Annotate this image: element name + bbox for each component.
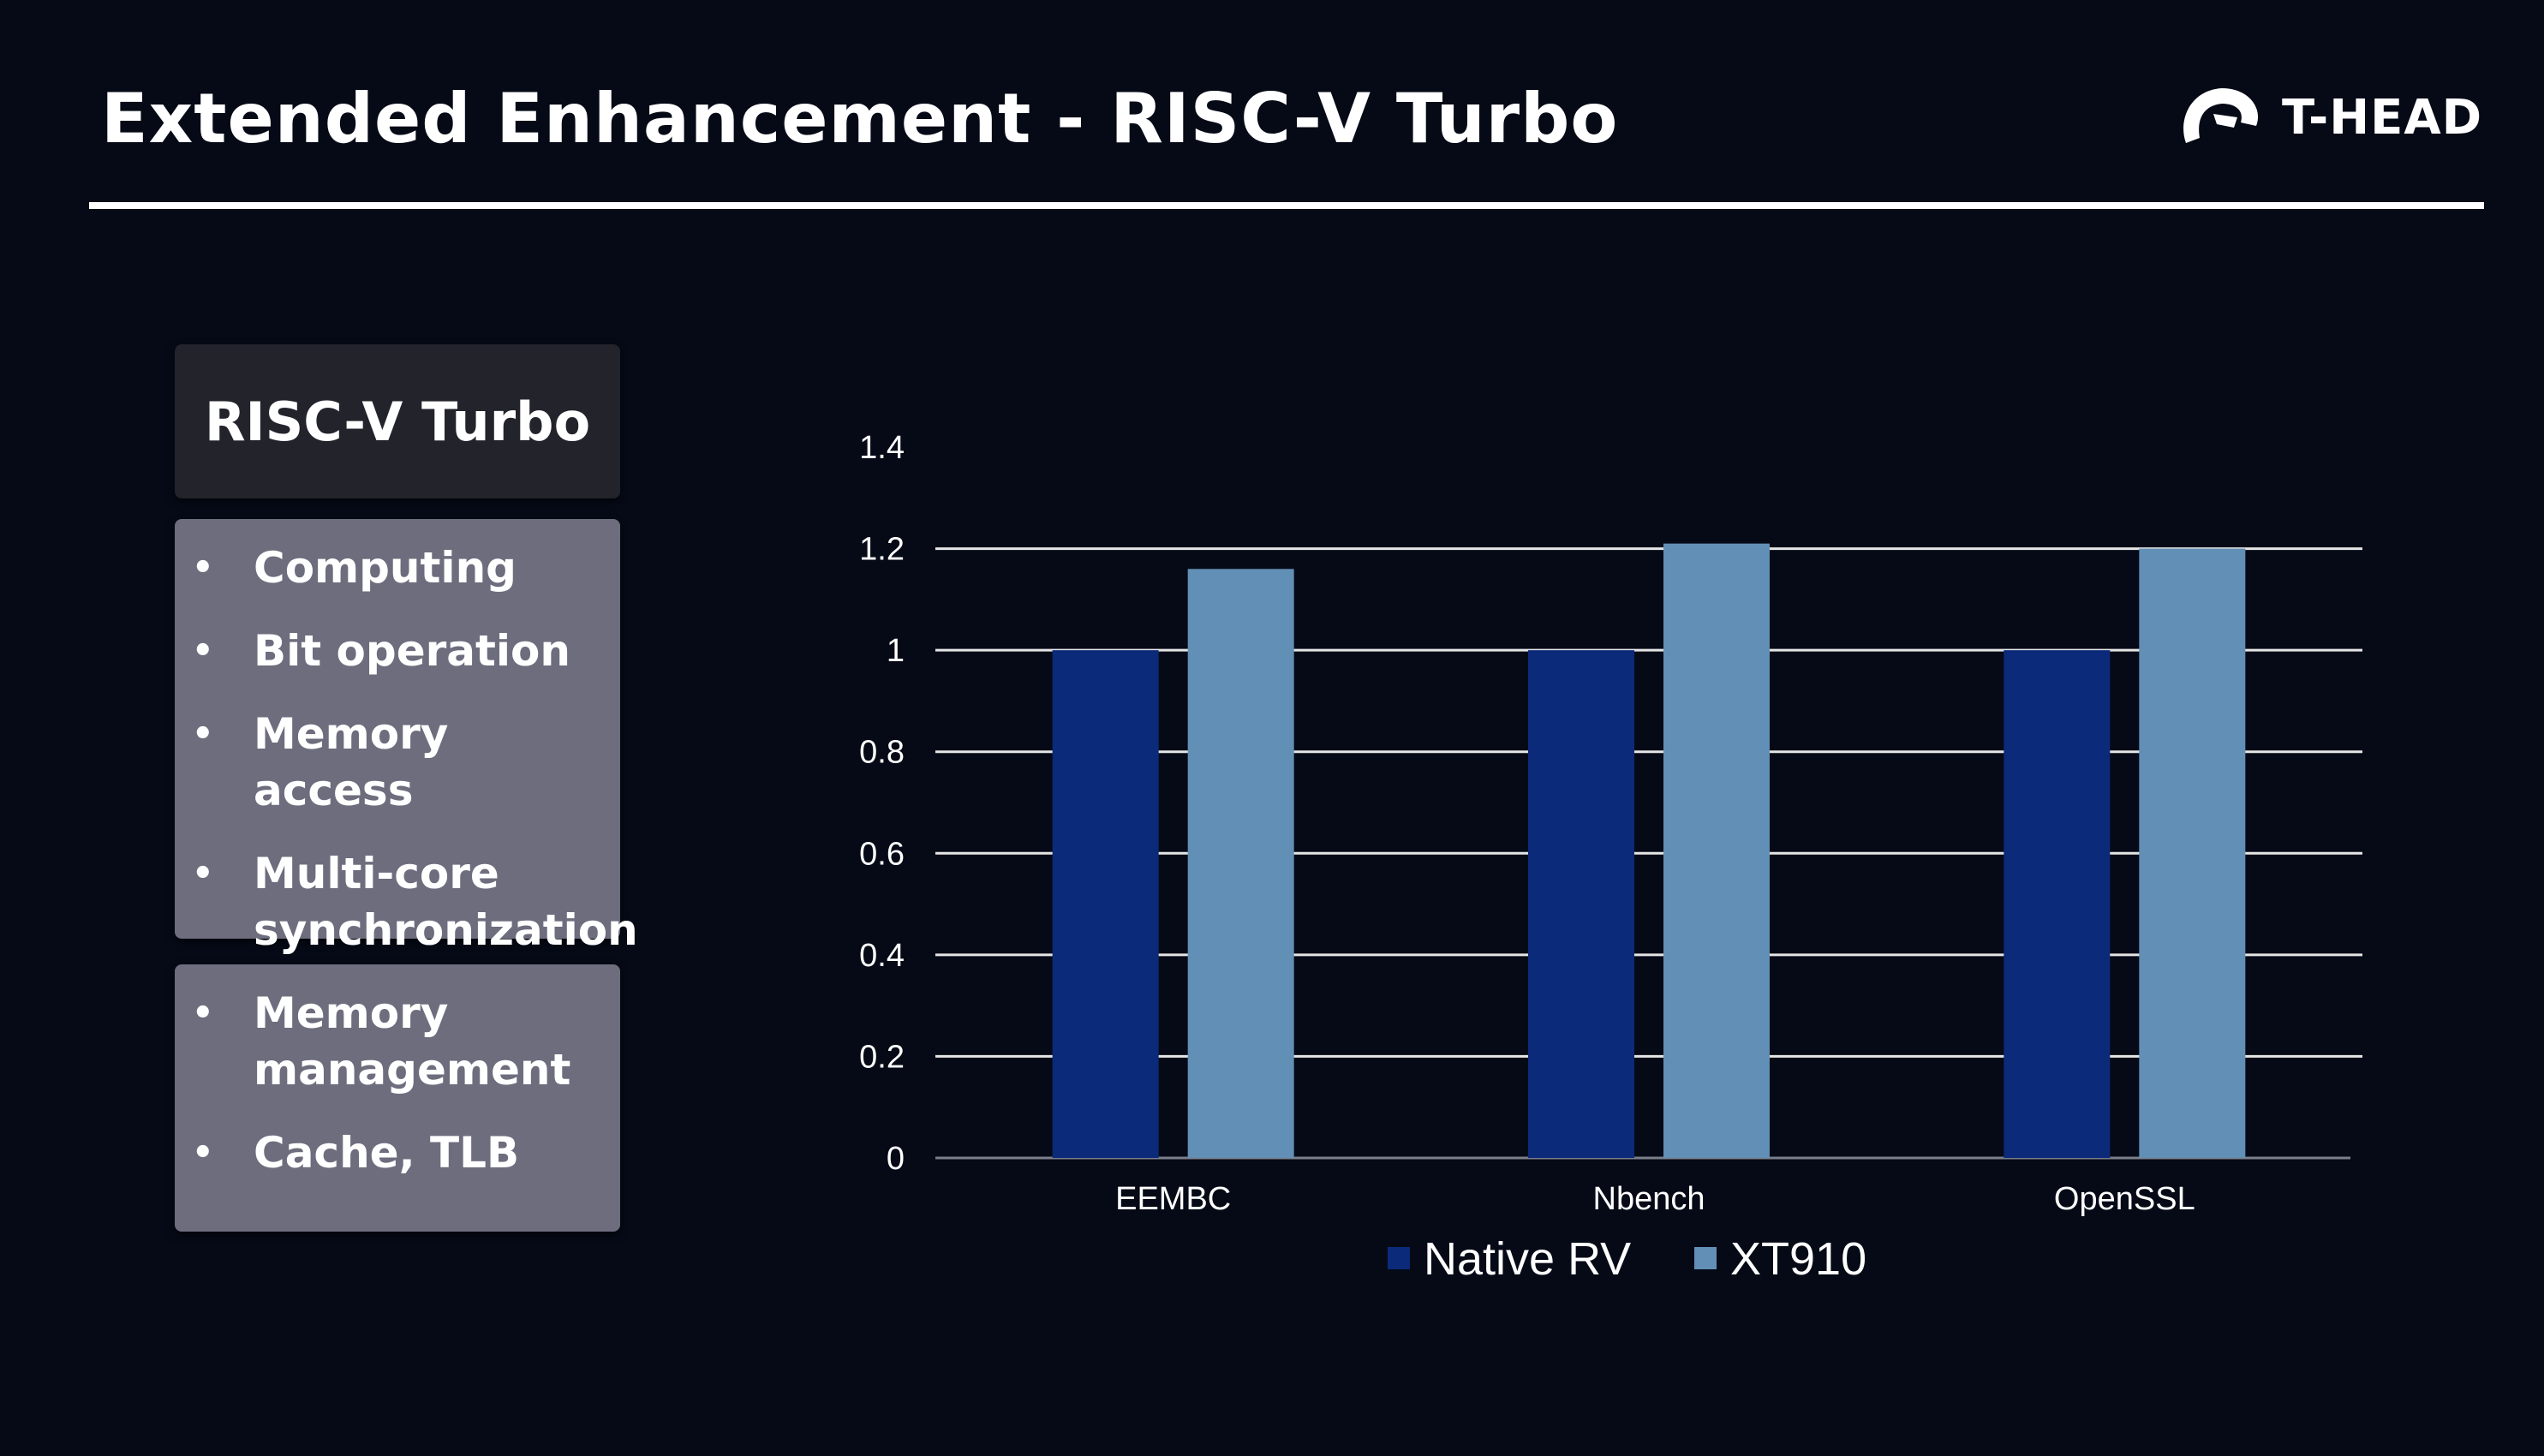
bullet-icon: •	[192, 994, 214, 1033]
panel-header-label: RISC-V Turbo	[204, 390, 591, 453]
bar	[1052, 650, 1159, 1158]
panel-header: RISC-V Turbo	[175, 344, 620, 498]
feature-list-memory: • Memory management • Cache, TLB	[175, 964, 620, 1232]
y-tick-label: 1	[887, 633, 905, 669]
bar	[1528, 650, 1634, 1158]
x-tick-label: Nbench	[1593, 1181, 1705, 1217]
bar	[2004, 650, 2111, 1158]
bullet-icon: •	[192, 631, 214, 671]
x-tick-label: OpenSSL	[2054, 1181, 2195, 1217]
list-item: • Memory management	[192, 985, 620, 1098]
bar	[1187, 569, 1294, 1158]
list-item: • Multi-core synchronization	[192, 845, 638, 958]
bullet-icon: •	[192, 854, 214, 893]
logo-text: T-HEAD	[2282, 89, 2483, 146]
y-tick-label: 0	[887, 1141, 905, 1177]
feature-label: Memory management	[254, 988, 571, 1095]
brand-logo: T-HEAD	[2176, 79, 2482, 156]
legend-swatch	[1694, 1247, 1717, 1269]
x-tick-label: EEMBC	[1115, 1181, 1231, 1217]
slide-title: Extended Enhancement - RISC-V Turbo	[101, 79, 1619, 158]
y-tick-label: 0.8	[859, 735, 905, 771]
legend-swatch	[1388, 1247, 1410, 1269]
feature-label: Multi-core synchronization	[254, 849, 638, 955]
list-item: • Computing	[192, 540, 620, 596]
y-tick-label: 0.6	[859, 836, 905, 872]
feature-label: Memory access	[254, 709, 449, 815]
bar	[1663, 543, 1770, 1158]
y-tick-label: 0.4	[859, 938, 905, 974]
bullet-icon: •	[192, 1133, 214, 1173]
bullet-icon: •	[192, 548, 214, 588]
title-divider	[89, 202, 2484, 209]
list-item: • Cache, TLB	[192, 1125, 620, 1181]
y-tick-label: 0.2	[859, 1039, 905, 1075]
y-tick-label: 1.2	[859, 532, 905, 568]
bar	[2139, 548, 2246, 1158]
feature-label: Bit operation	[254, 626, 570, 676]
list-item: • Memory access	[192, 706, 620, 819]
bullet-icon: •	[192, 714, 214, 754]
legend-label: XT910	[1730, 1233, 1866, 1285]
feature-list-core: • Computing • Bit operation • Memory acc…	[175, 519, 638, 955]
t-head-logo-icon	[2183, 88, 2259, 143]
feature-label: Cache, TLB	[254, 1128, 520, 1178]
list-item: • Bit operation	[192, 623, 620, 679]
legend-label: Native RV	[1424, 1233, 1631, 1285]
feature-label: Computing	[254, 543, 517, 593]
y-tick-label: 1.4	[859, 430, 905, 466]
